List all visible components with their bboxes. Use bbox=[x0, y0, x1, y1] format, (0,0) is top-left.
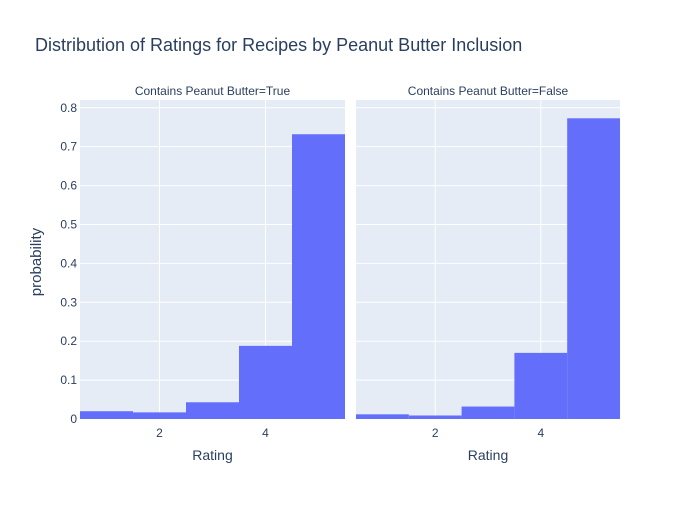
bar bbox=[514, 352, 568, 419]
y-tick-label: 0.5 bbox=[60, 217, 77, 231]
x-axis-label: Rating bbox=[192, 447, 232, 463]
bar bbox=[567, 118, 620, 419]
bar bbox=[292, 134, 345, 420]
x-tick-label: 2 bbox=[432, 426, 439, 440]
y-tick-label: 0.3 bbox=[60, 295, 77, 309]
y-tick-label: 0 bbox=[70, 412, 77, 426]
y-axis-label: probability bbox=[28, 227, 45, 296]
panel-title: Contains Peanut Butter=True bbox=[135, 84, 291, 98]
bar bbox=[239, 345, 292, 419]
panel-2: Contains Peanut Butter=False 2 4 Rating bbox=[356, 84, 620, 463]
x-axis-label: Rating bbox=[468, 447, 508, 463]
y-tick-label: 0.1 bbox=[60, 373, 77, 387]
panel-1: Contains Peanut Butter=True 2 4 Rating 0 0.1 0… bbox=[60, 84, 345, 463]
y-tick-label: 0.4 bbox=[60, 256, 77, 270]
bar bbox=[80, 411, 133, 419]
bar bbox=[461, 406, 515, 419]
y-tick-label: 0.7 bbox=[60, 140, 77, 154]
panel-title: Contains Peanut Butter=False bbox=[408, 84, 569, 98]
x-tick-label: 2 bbox=[156, 426, 163, 440]
bar bbox=[133, 412, 186, 419]
chart-title: Distribution of Ratings for Recipes by P… bbox=[35, 35, 522, 55]
x-tick-label: 4 bbox=[262, 426, 269, 440]
bar bbox=[186, 402, 239, 419]
bar bbox=[408, 415, 462, 419]
panels: Contains Peanut Butter=True 2 4 Rating 0 0.1 0… bbox=[60, 84, 620, 463]
y-tick-label: 0.6 bbox=[60, 179, 77, 193]
bar bbox=[356, 414, 409, 419]
y-tick-label: 0.2 bbox=[60, 334, 77, 348]
x-tick-label: 4 bbox=[537, 426, 544, 440]
y-tick-label: 0.8 bbox=[60, 101, 77, 115]
